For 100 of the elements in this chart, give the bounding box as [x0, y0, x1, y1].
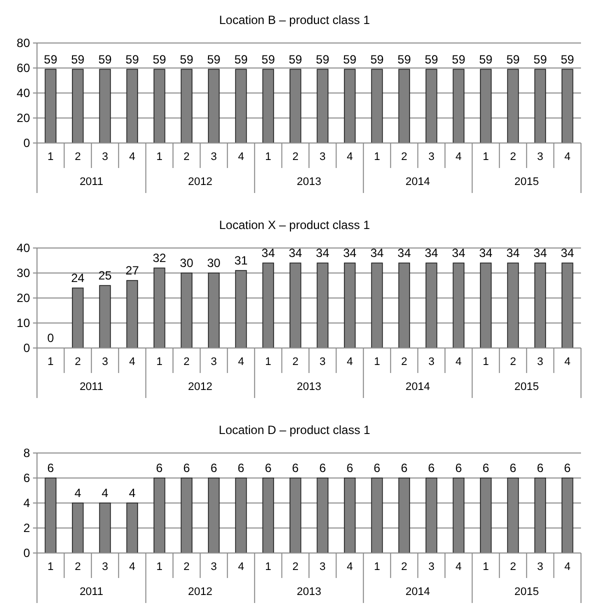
x-tick-label: 4	[238, 356, 244, 368]
x-tick-label: 1	[482, 561, 489, 573]
data-label: 6	[47, 461, 54, 475]
x-tick-label: 1	[374, 561, 380, 573]
data-label: 59	[288, 52, 302, 66]
x-tick-label: 3	[320, 561, 326, 573]
data-label: 6	[455, 461, 462, 475]
x-tick-label: 4	[346, 356, 353, 368]
data-label: 6	[183, 461, 190, 475]
x-tick-label: 1	[374, 356, 380, 368]
x-tick-label: 1	[156, 151, 162, 163]
text: 2015	[514, 381, 539, 393]
data-label: 34	[288, 246, 302, 260]
x-tick-label: 4	[564, 356, 570, 368]
text: 2011	[80, 586, 104, 598]
y-tick-label: 0	[23, 340, 30, 355]
data-label: 32	[152, 251, 166, 265]
x-tick-label: 1	[156, 356, 162, 368]
text: 2015	[514, 176, 539, 188]
y-tick-label: 30	[16, 266, 30, 280]
x-tick-label: 4	[129, 356, 136, 368]
data-label: 59	[506, 52, 520, 66]
data-label: 27	[126, 264, 140, 278]
x-tick-label: 2	[74, 151, 81, 163]
y-tick-label: 8	[23, 446, 30, 460]
data-label: 24	[71, 271, 85, 285]
data-label: 25	[98, 268, 112, 282]
x-tick-label: 3	[320, 151, 326, 163]
text: 2012	[188, 381, 212, 393]
y-tick-label: 80	[16, 36, 30, 50]
data-label: 34	[262, 246, 276, 260]
data-label: 6	[510, 461, 517, 475]
data-label: 59	[44, 52, 58, 66]
data-label: 59	[262, 52, 276, 66]
text: 2014	[406, 586, 430, 598]
x-tick-label: 1	[482, 151, 489, 163]
y-tick-label: 40	[16, 86, 30, 100]
data-label: 6	[346, 461, 354, 475]
data-label: 34	[343, 246, 357, 260]
x-tick-label: 2	[401, 151, 408, 163]
data-label: 59	[398, 52, 412, 66]
data-label: 6	[319, 461, 326, 475]
x-tick-label: 1	[265, 151, 272, 163]
data-label: 4	[102, 486, 109, 500]
x-tick-label: 4	[129, 561, 136, 573]
data-label: 6	[536, 461, 544, 475]
chart-title: Location D – product class 1	[218, 423, 371, 437]
y-tick-label: 4	[23, 496, 30, 510]
data-label: 34	[316, 246, 330, 260]
data-label: 59	[370, 52, 384, 66]
chart-title: Location B – product class 1	[219, 13, 370, 27]
x-tick-label: 3	[428, 561, 434, 573]
text: 2012	[188, 586, 212, 598]
data-label: 59	[343, 52, 357, 66]
data-label: 34	[560, 246, 574, 260]
chart-title: Location X – product class 1	[219, 218, 370, 232]
x-tick-label: 2	[292, 356, 298, 368]
x-tick-label: 3	[210, 151, 217, 163]
x-tick-label: 3	[428, 356, 434, 368]
data-label: 31	[234, 254, 248, 268]
data-label: 34	[398, 246, 412, 260]
x-tick-label: 3	[102, 561, 108, 573]
x-tick-label: 1	[48, 561, 54, 573]
x-tick-label: 1	[265, 561, 272, 573]
x-tick-label: 4	[346, 561, 353, 573]
text: 2014	[406, 381, 430, 393]
x-tick-label: 3	[537, 561, 544, 573]
data-label: 6	[210, 461, 218, 475]
data-label: 59	[452, 52, 466, 66]
y-tick-label: 0	[23, 136, 30, 150]
x-tick-label: 2	[510, 561, 516, 573]
data-label: 6	[564, 461, 572, 475]
x-tick-label: 1	[482, 356, 489, 368]
x-tick-label: 2	[184, 151, 190, 163]
data-label: 59	[152, 52, 166, 66]
x-tick-label: 1	[48, 151, 54, 163]
x-tick-label: 2	[74, 561, 81, 573]
data-label: 4	[74, 486, 82, 500]
text: 2013	[296, 381, 322, 393]
x-tick-label: 4	[456, 151, 462, 163]
x-tick-label: 2	[184, 356, 190, 368]
data-label: 6	[156, 461, 164, 475]
x-tick-label: 1	[156, 561, 162, 573]
y-tick-label: 40	[16, 240, 30, 255]
text: 2013	[296, 586, 322, 598]
data-label: 6	[374, 461, 381, 475]
text: 2014	[406, 176, 430, 188]
y-tick-label: 0	[23, 546, 30, 560]
data-label: 4	[128, 486, 136, 500]
x-tick-label: 1	[265, 356, 272, 368]
y-tick-label: 60	[16, 60, 30, 75]
x-tick-label: 2	[510, 356, 516, 368]
x-tick-label: 2	[184, 561, 190, 573]
text: 2015	[514, 586, 539, 598]
x-tick-label: 3	[210, 356, 217, 368]
data-label: 6	[428, 461, 436, 475]
x-tick-label: 4	[238, 561, 244, 573]
x-tick-label: 4	[346, 151, 353, 163]
x-tick-label: 3	[210, 561, 217, 573]
text: 2011	[80, 381, 104, 393]
